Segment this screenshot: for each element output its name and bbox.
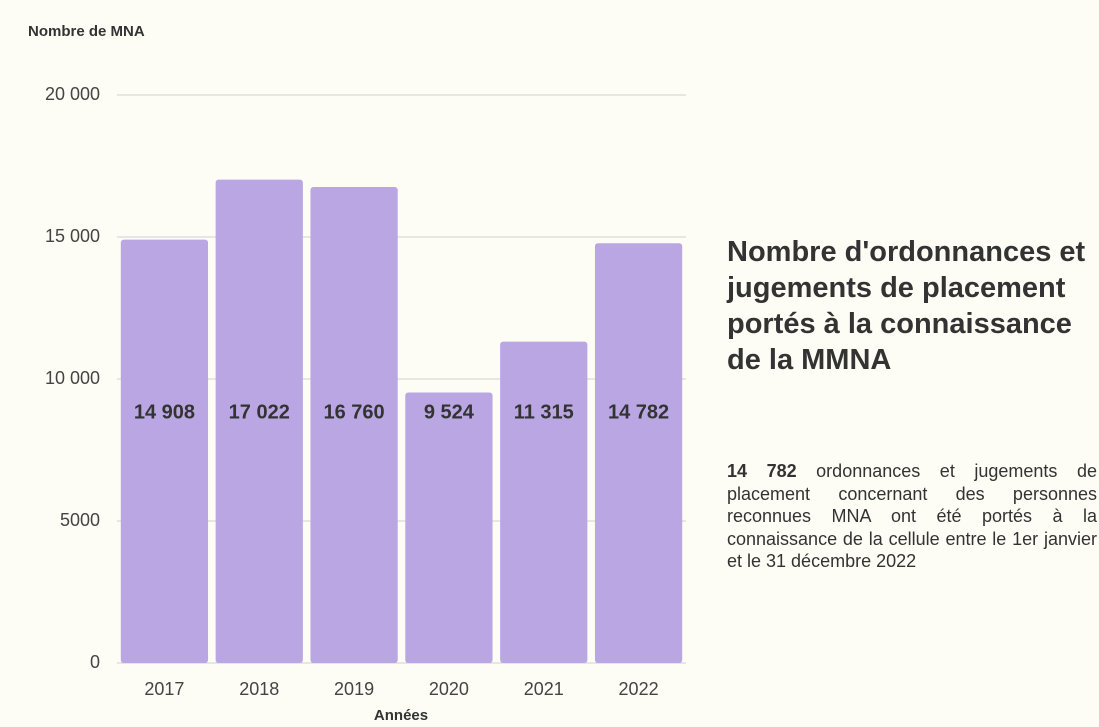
- description: ordonnances et jugements de placement co…: [727, 461, 1097, 571]
- side-text: 14 782 ordonnances et jugements de place…: [727, 460, 1097, 573]
- y-tick-label: 10 000: [45, 368, 100, 388]
- x-tick-label: 2022: [619, 679, 659, 699]
- y-axis-title: Nombre de MNA: [28, 23, 145, 40]
- x-tick-label: 2020: [429, 679, 469, 699]
- bar: [120, 239, 209, 663]
- side-title: Nombre d'ordonnances et jugements de pla…: [727, 236, 1086, 376]
- x-tick-label: 2021: [524, 679, 564, 699]
- x-axis-title: Années: [374, 707, 428, 724]
- bar: [405, 392, 493, 663]
- highlight: 14 782: [727, 461, 797, 481]
- value-label: 16 760: [323, 401, 384, 423]
- bar: [500, 341, 588, 663]
- x-tick-label: 2019: [334, 679, 374, 699]
- bar: [594, 243, 683, 663]
- x-tick-label: 2018: [239, 679, 279, 699]
- chart: Nombre de MNA Années 0 5000 10 000 15 000 20…: [28, 23, 686, 724]
- y-tick-label: 0: [90, 652, 100, 672]
- value-label: 14 782: [608, 401, 669, 423]
- x-tick-label: 2017: [144, 679, 184, 699]
- value-label: 14 908: [134, 401, 195, 423]
- value-label: 9 524: [424, 401, 475, 423]
- y-tick-label: 5000: [60, 510, 100, 530]
- y-tick-label: 15 000: [45, 226, 100, 246]
- bar: [310, 187, 398, 664]
- value-label: 11 315: [514, 401, 574, 423]
- value-label: 17 022: [229, 401, 290, 423]
- bar: [215, 179, 303, 663]
- y-tick-label: 20 000: [45, 84, 100, 104]
